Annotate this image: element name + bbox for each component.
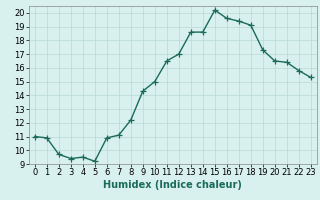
X-axis label: Humidex (Indice chaleur): Humidex (Indice chaleur) bbox=[103, 180, 242, 190]
